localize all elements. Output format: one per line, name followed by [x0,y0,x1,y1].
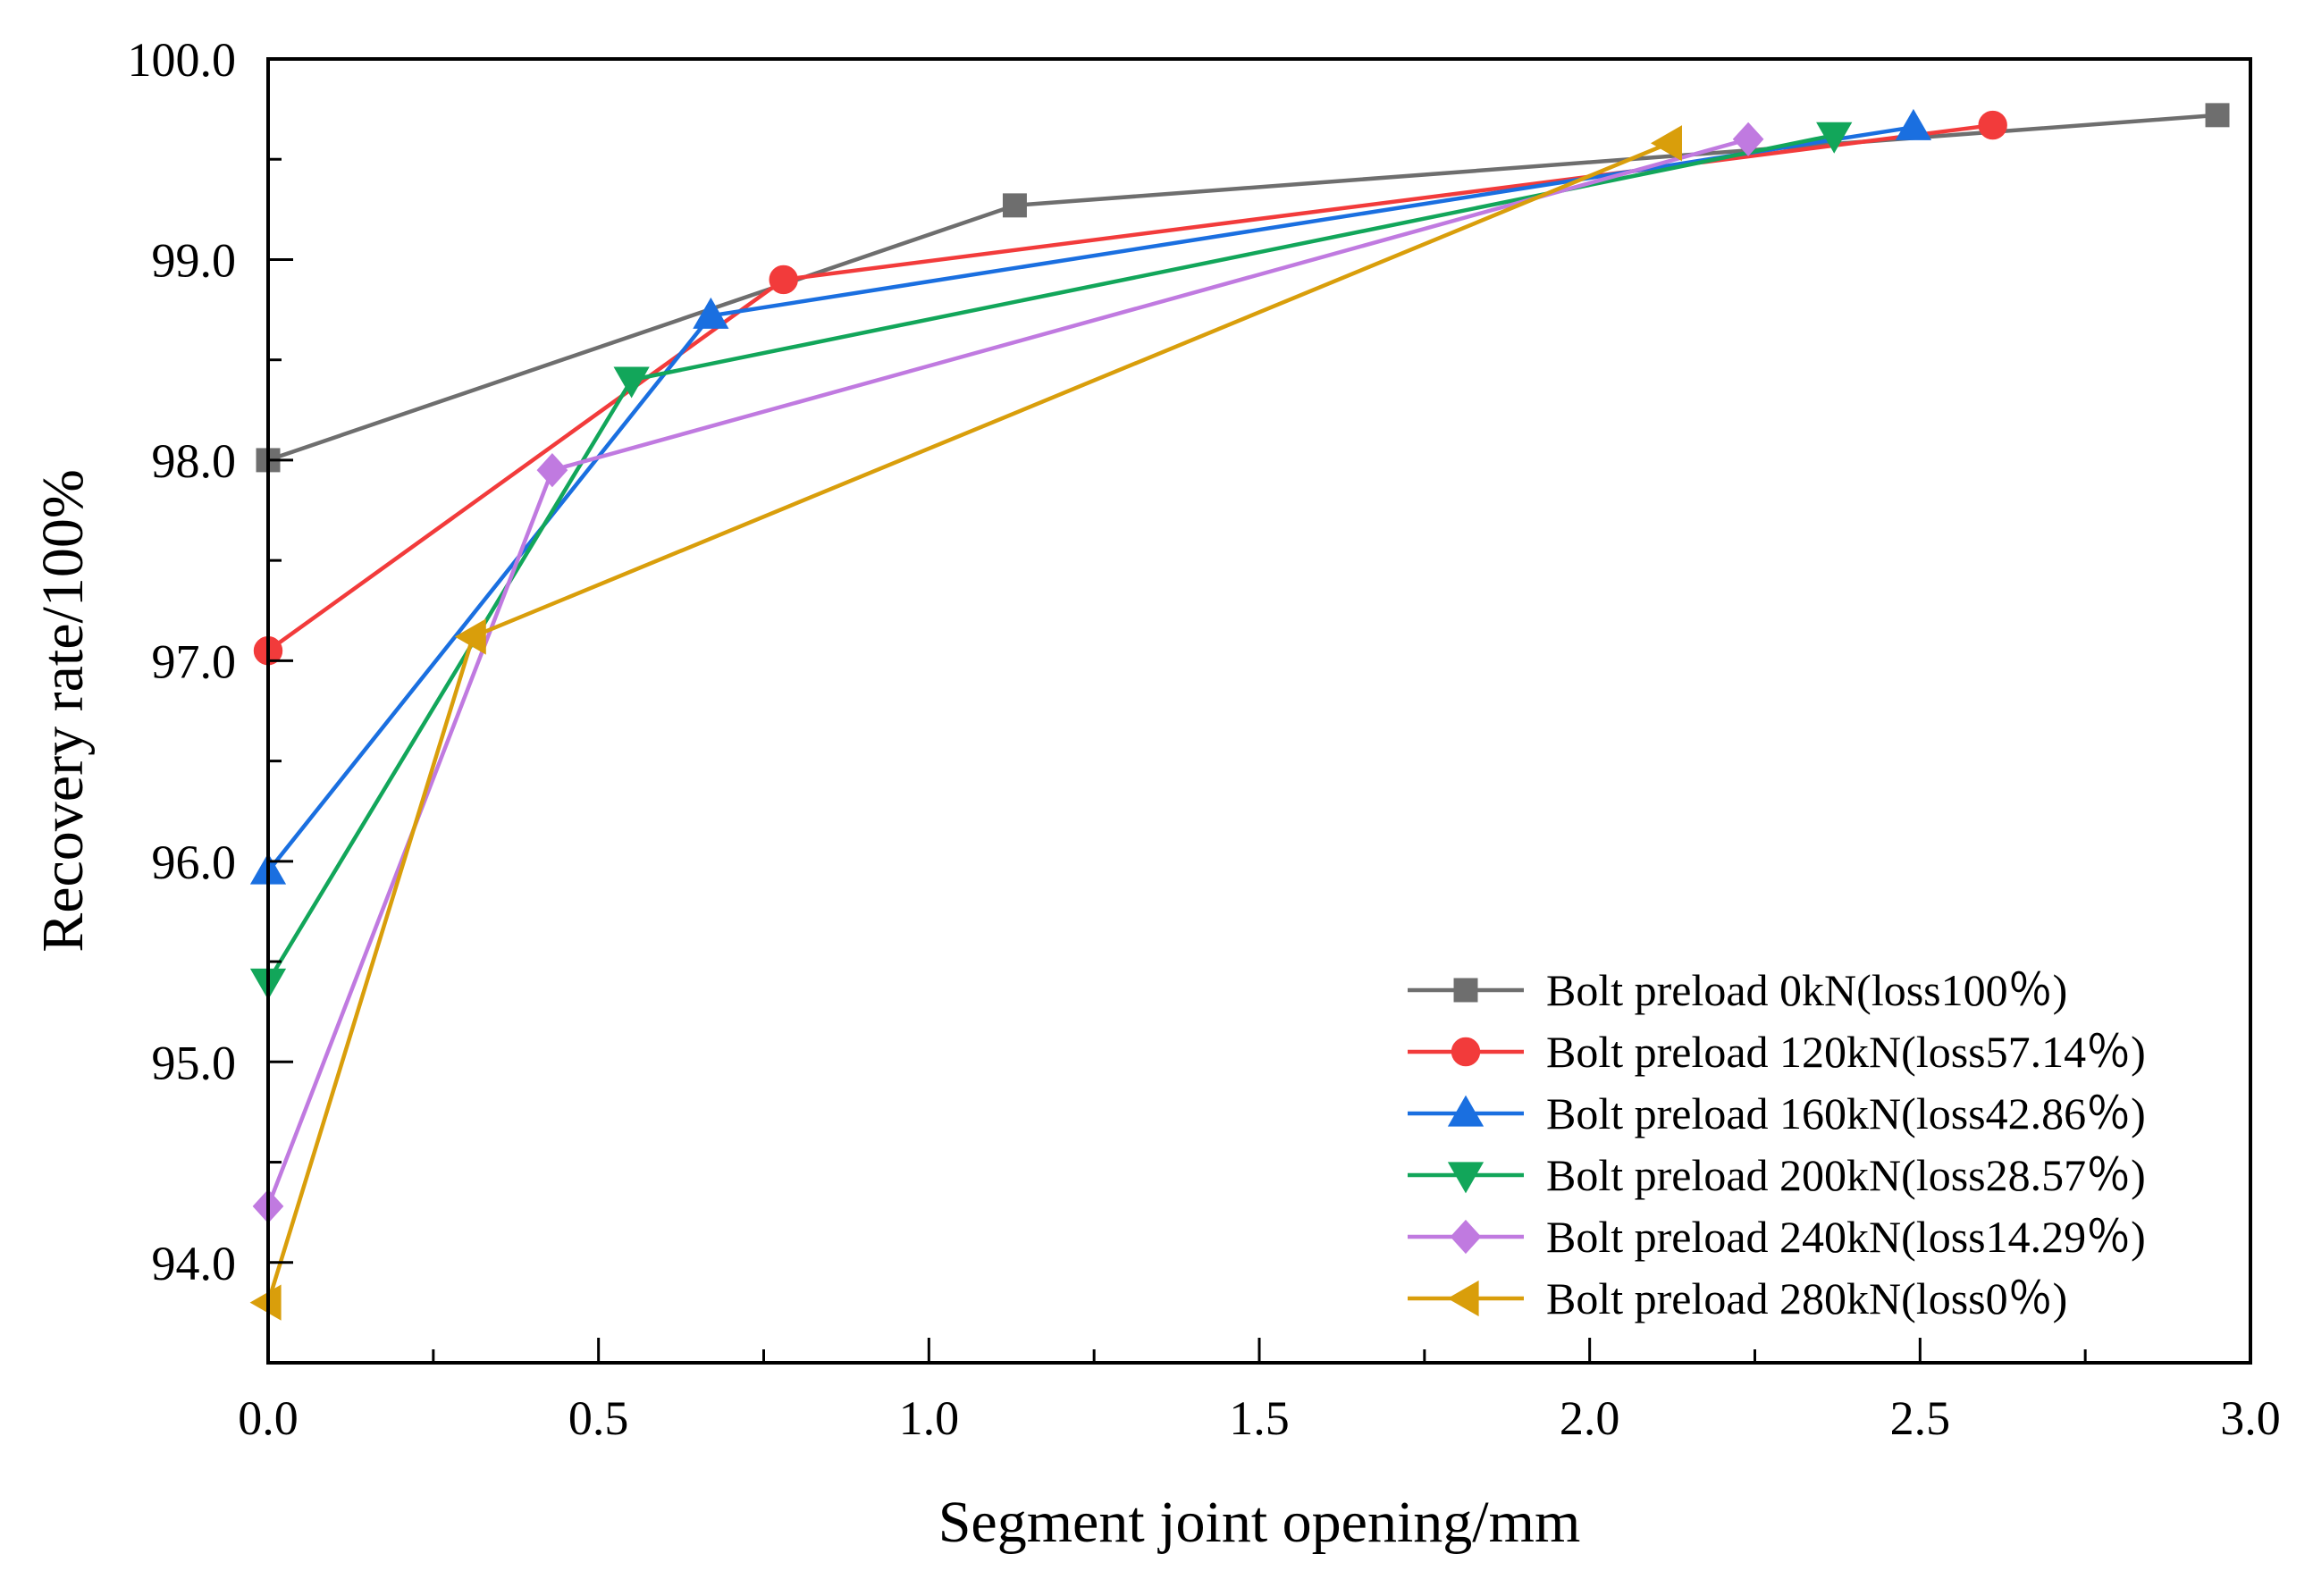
y-tick-label: 95.0 [152,1036,237,1089]
legend-label: Bolt preload 120kN(loss57.14％) [1546,1027,2146,1077]
data-point [1816,122,1853,154]
x-tick-label: 1.5 [1229,1391,1290,1445]
series-2 [249,108,1932,885]
data-point [1650,125,1682,162]
legend-label: Bolt preload 240kN(loss14.29％) [1546,1212,2146,1262]
data-point [2205,103,2230,128]
tick-labels: 0.0 0.5 1.0 1.5 2.0 2.5 3.0 94.0 95.0 96.0 97.0 98.… [128,33,2281,1445]
x-tick-label: 3.0 [2220,1391,2281,1445]
y-tick-label: 96.0 [152,836,237,889]
x-tick-label: 2.0 [1560,1391,1620,1445]
x-tick-label: 0.5 [568,1391,629,1445]
data-point [454,618,486,655]
legend-label: Bolt preload 0kN(loss100％) [1546,965,2067,1015]
x-axis-label: Segment joint opening/mm [938,1490,1581,1555]
x-tick-label: 0.0 [238,1391,299,1445]
legend-label: Bolt preload 200kN(loss28.57％) [1546,1150,2146,1200]
axis-ticks [266,57,2252,1365]
legend-marker [1447,1162,1485,1194]
legend-item: Bolt preload 0kN(loss100％) [1408,965,2067,1015]
data-point [613,366,650,399]
data-point [536,453,568,488]
data-point [769,265,798,295]
data-point [1978,110,2007,140]
legend-marker [1447,1095,1485,1127]
legend-label: Bolt preload 280kN(loss0％) [1546,1273,2067,1323]
legend-item: Bolt preload 240kN(loss14.29％) [1408,1212,2146,1262]
legend-item: Bolt preload 120kN(loss57.14％) [1408,1027,2146,1077]
data-point [693,297,729,329]
legend-marker [1450,1219,1482,1255]
series-5 [249,125,1682,1321]
y-tick-label: 97.0 [152,634,237,688]
data-point [1002,193,1027,218]
data-point [249,1284,282,1321]
legend-marker [1447,1280,1479,1317]
data-point [1732,122,1764,156]
data-point [1895,108,1932,140]
y-tick-label: 99.0 [152,233,237,287]
y-tick-label: 94.0 [152,1237,237,1290]
legend-marker [1453,978,1478,1003]
y-tick-label: 100.0 [128,33,237,87]
legend-item: Bolt preload 280kN(loss0％) [1408,1273,2067,1323]
legend: Bolt preload 0kN(loss100％) Bolt preload 1… [1408,965,2146,1323]
legend-marker [1451,1037,1481,1067]
y-tick-label: 98.0 [152,434,237,488]
legend-label: Bolt preload 160kN(loss42.86％) [1546,1088,2146,1138]
y-axis-label: Recovery rate/100% [30,469,96,953]
x-tick-label: 1.0 [899,1391,960,1445]
x-tick-label: 2.5 [1890,1391,1951,1445]
legend-item: Bolt preload 200kN(loss28.57％) [1408,1150,2146,1200]
legend-item: Bolt preload 160kN(loss42.86％) [1408,1088,2146,1138]
series-layer [249,103,2230,1321]
